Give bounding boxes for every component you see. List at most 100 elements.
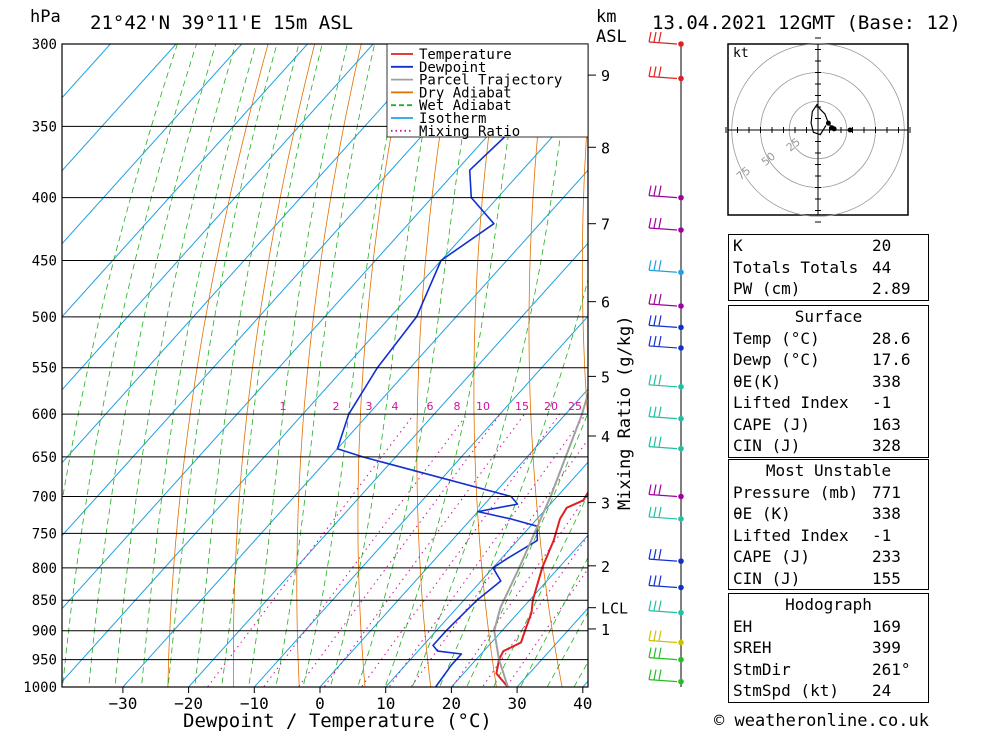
row-value: 17.6: [872, 350, 911, 369]
wind-barb-flag: [648, 374, 652, 385]
row-label: K: [733, 236, 743, 255]
hodograph-point: [831, 126, 837, 132]
row-label: CAPE (J): [733, 547, 811, 566]
wind-barb-flag: [648, 406, 652, 417]
table-row: CIN (J) 155: [729, 568, 928, 590]
wind-barb-dot: [678, 75, 684, 82]
row-label: Dewp (°C): [733, 350, 820, 369]
wind-barb-flag: [653, 217, 657, 229]
wind-barb-flag: [658, 669, 662, 680]
pressure-tick-label: 450: [32, 254, 57, 270]
legend-box: [386, 43, 589, 138]
wet-adiabat-line: [88, 44, 217, 687]
height-tick-label: 1: [601, 621, 610, 639]
wind-barb-flag: [658, 66, 662, 77]
wind-barb-shaft: [648, 558, 678, 562]
parcel-trajectory-curve: [493, 390, 588, 687]
wind-barb-shaft: [648, 384, 678, 388]
height-tick-label: 6: [601, 294, 610, 312]
wet-adiabat-line: [357, 44, 478, 687]
dry-adiabat-line: [296, 44, 362, 687]
wind-barb-flag: [648, 217, 652, 229]
wind-barb-shaft: [648, 324, 678, 328]
mixing-ratio-label: 6: [427, 400, 434, 413]
table-row: Dewp (°C) 17.6: [729, 349, 928, 371]
wind-barb-flag: [653, 630, 657, 641]
wind-barb-flag: [653, 293, 657, 305]
pressure-tick-label: 350: [32, 119, 57, 135]
wind-barb-flag: [658, 293, 662, 305]
table-row: θE(K) 338: [729, 371, 928, 393]
wind-barb-flag: [658, 548, 662, 560]
wind-barb: [648, 66, 678, 80]
pressure-tick-label: 300: [32, 37, 57, 53]
row-value: 44: [872, 257, 892, 277]
x-tick-label: −30: [108, 694, 137, 713]
pressure-tick-label: 1000: [23, 680, 57, 696]
wind-barb-flag: [648, 600, 652, 611]
wind-barb: [648, 185, 678, 199]
mixing-ratio-line: [360, 413, 561, 687]
wind-barb-flag: [658, 647, 662, 658]
table-row: K 20: [729, 235, 928, 257]
wet-adiabat-line: [194, 44, 300, 687]
dry-adiabat-line: [167, 44, 269, 687]
row-label: CAPE (J): [733, 414, 811, 434]
pressure-tick-label: 550: [32, 361, 57, 377]
wind-barb-flag: [653, 436, 657, 447]
legend-label: Wet Adiabat: [419, 98, 512, 114]
mixing-ratio-label: 2: [333, 400, 340, 413]
table-row: Lifted Index -1: [729, 525, 928, 547]
height-tick-label: 5: [601, 368, 610, 386]
mixing-ratio-axis-title: Mixing Ratio (g/kg): [615, 316, 635, 510]
mixing-ratio-label: 25: [568, 400, 582, 413]
surface-table: Surface Temp (°C) 28.6 Dewp (°C) 17.6 θE(K) 33…: [728, 305, 929, 458]
isotherm-line: [0, 7, 12, 713]
row-label: CIN (J): [733, 568, 801, 588]
wind-barb-dot: [678, 383, 684, 390]
table-row: StmSpd (kt) 24: [729, 680, 928, 702]
wind-barb-flag: [653, 600, 657, 611]
isotherm-line: [62, 44, 243, 245]
indices-table: K 20 Totals Totals 44 PW (cm) 2.89: [728, 234, 929, 301]
wind-barb-dot: [678, 516, 684, 522]
table-row: Pressure (mb) 771: [729, 482, 928, 504]
x-tick-label: 0: [315, 694, 325, 713]
row-value: 338: [872, 371, 901, 391]
row-label: EH: [733, 616, 753, 636]
copyright-credit: © weatheronline.co.uk: [714, 711, 929, 731]
wind-barb: [648, 575, 678, 589]
wet-adiabat-line: [167, 44, 278, 687]
x-tick-label: 30: [507, 694, 526, 713]
height-tick-label: 8: [601, 139, 610, 157]
wet-adiabat-line: [248, 44, 348, 687]
wet-adiabat-line: [384, 44, 523, 687]
table-row: Lifted Index -1: [729, 392, 928, 414]
wind-barb-flag: [653, 669, 657, 680]
location-title: 21°42'N 39°11'E 15m ASL: [90, 12, 353, 34]
most-unstable-table: Most Unstable Pressure (mb) 771 θE (K) 338 Li…: [728, 459, 929, 590]
legend-label: Isotherm: [419, 111, 486, 127]
wind-barb-flag: [653, 31, 657, 43]
wind-barb-flag: [658, 575, 662, 586]
wind-barb-dot: [678, 609, 684, 616]
pressure-tick-label: 650: [32, 450, 57, 466]
wind-barb-flag: [648, 293, 652, 305]
pressure-tick-label: 900: [32, 624, 57, 640]
wind-barb: [648, 260, 678, 273]
wind-barb: [648, 374, 678, 388]
wind-barb: [648, 315, 678, 328]
row-label: Lifted Index: [733, 393, 849, 412]
pressure-tick-label: 500: [32, 310, 57, 326]
isotherm-line: [62, 44, 177, 172]
row-label: SREH: [733, 638, 772, 657]
wind-barb-flag: [653, 647, 657, 658]
wind-barb-dot: [678, 584, 684, 591]
isotherm-line: [122, 169, 588, 687]
wind-barb-flag: [658, 506, 662, 518]
wind-barb: [648, 436, 678, 450]
wind-barb-flag: [648, 548, 652, 560]
row-label: StmDir: [733, 659, 791, 679]
dry-adiabat-line: [634, 7, 700, 713]
pressure-tick-label: 600: [32, 407, 57, 423]
